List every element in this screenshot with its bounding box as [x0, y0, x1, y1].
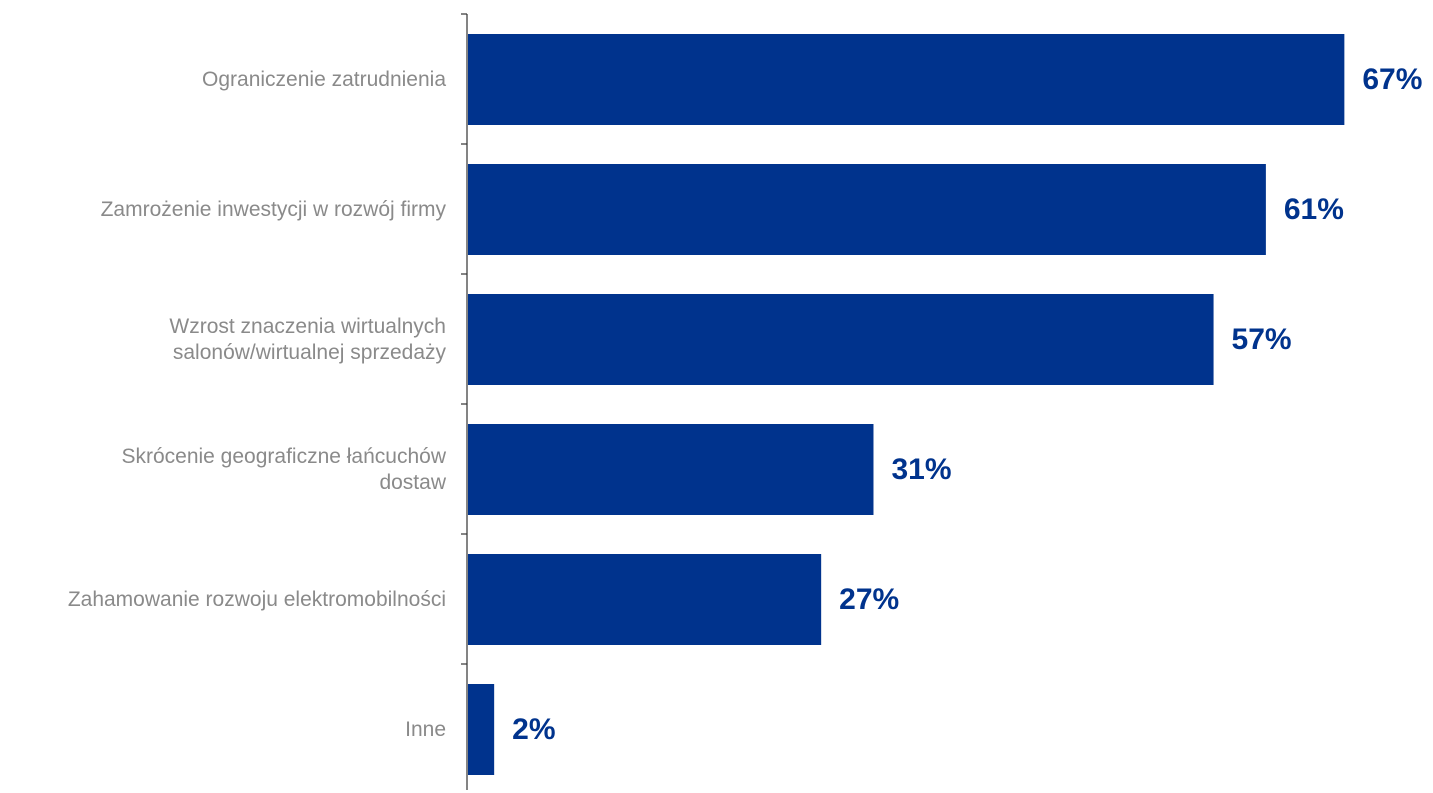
category-label-line: salonów/wirtualnej sprzedaży: [173, 341, 447, 364]
bars: [468, 34, 1345, 775]
category-label: Zamrożenie inwestycji w rozwój firmy: [101, 198, 447, 221]
value-label: 61%: [1284, 193, 1344, 226]
value-label: 57%: [1232, 323, 1292, 356]
bar: [468, 424, 874, 515]
value-label: 2%: [512, 713, 555, 746]
bar: [468, 34, 1345, 125]
category-label: Ograniczenie zatrudnienia: [202, 68, 446, 91]
category-label: Inne: [405, 718, 446, 741]
bar: [468, 554, 822, 645]
category-label-line: Inne: [405, 718, 446, 741]
category-label: Skrócenie geograficzne łańcuchów dostaw: [121, 445, 446, 494]
value-labels: 67% 61% 57% 31% 27% 2%: [512, 63, 1422, 746]
value-label: 27%: [839, 583, 899, 616]
category-label-line: Zamrożenie inwestycji w rozwój firmy: [101, 198, 447, 221]
category-labels: Ograniczenie zatrudnienia Zamrożenie inwe…: [68, 68, 447, 741]
value-label: 67%: [1362, 63, 1422, 96]
bar: [468, 294, 1214, 385]
value-label: 31%: [891, 453, 951, 486]
y-axis: [461, 13, 468, 790]
category-label-line: Zahamowanie rozwoju elektromobilności: [68, 588, 446, 611]
category-label: Wzrost znaczenia wirtualnych salonów/wirt…: [169, 315, 446, 364]
category-label-line: Skrócenie geograficzne łańcuchów: [121, 445, 446, 468]
bar: [468, 684, 495, 775]
category-label-line: dostaw: [379, 471, 446, 494]
category-label-line: Wzrost znaczenia wirtualnych: [169, 315, 446, 338]
bar: [468, 164, 1266, 255]
category-label-line: Ograniczenie zatrudnienia: [202, 68, 446, 91]
category-label: Zahamowanie rozwoju elektromobilności: [68, 588, 446, 611]
